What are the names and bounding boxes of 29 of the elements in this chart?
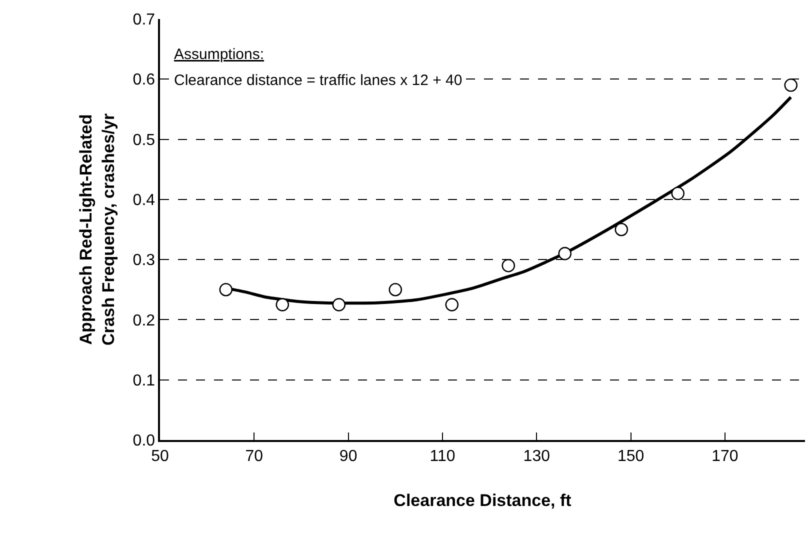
point [502, 258, 516, 272]
x-tick-label: 50 [151, 448, 169, 465]
x-tick-label: 70 [245, 448, 264, 465]
point [671, 186, 685, 200]
annotation: Assumptions: [174, 46, 264, 63]
y-tick-label: 0.2 [132, 312, 156, 330]
x-tick-label: 110 [430, 448, 456, 465]
point [388, 282, 402, 296]
y-tick-label: 0.1 [132, 372, 156, 390]
x-tick-label: 90 [339, 448, 358, 465]
y-tick-label: 0.5 [132, 132, 156, 149]
x-tick-label: 150 [617, 448, 644, 465]
y-tick-label: 0.6 [132, 72, 156, 89]
point [614, 222, 628, 236]
y-tick-label: 0.3 [132, 252, 156, 270]
point [219, 282, 233, 296]
point [445, 298, 459, 312]
point [784, 78, 798, 92]
x-tick-label: 170 [712, 448, 738, 465]
x-tick-label: 130 [523, 448, 550, 465]
point [332, 298, 346, 312]
y-axis-title: Approach Red-Light-Related Crash Frequency, crashes/yr [76, 113, 118, 346]
annotation: Clearance distance = traffic lanes x 12 + 40 [174, 72, 462, 89]
x-axis-title: Clearance Distance, ft [394, 490, 572, 510]
y-tick-label: 0.0 [132, 432, 156, 450]
point [558, 246, 572, 260]
y-tick-label: 0.7 [132, 12, 156, 29]
point [276, 298, 290, 312]
y-tick-label: 0.4 [132, 192, 156, 210]
